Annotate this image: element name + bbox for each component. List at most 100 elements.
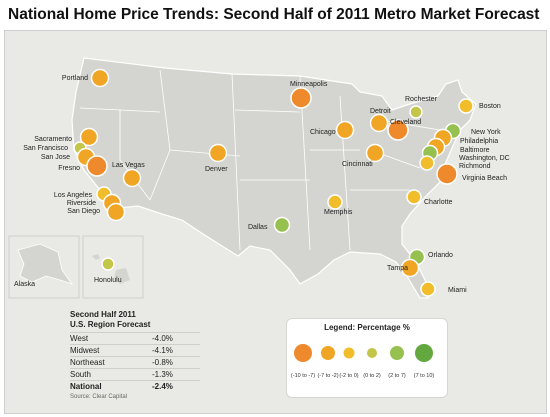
- city-marker: [365, 143, 385, 163]
- city-label: Memphis: [324, 209, 353, 216]
- city-boston: Boston: [458, 98, 501, 114]
- city-marker: [208, 143, 228, 163]
- page-title: National Home Price Trends: Second Half …: [8, 6, 540, 23]
- city-markers: Portland Sacramento San Francisco San Jose F…: [23, 68, 510, 297]
- region-name: Midwest: [70, 346, 100, 355]
- city-label: Riverside: [67, 200, 96, 207]
- city-las-vegas: Las Vegas: [112, 162, 145, 188]
- city-label: Cleveland: [390, 119, 421, 126]
- legend-box: Legend: Percentage % (-10 to -7) (-7 to -…: [286, 318, 448, 398]
- city-label: Charlotte: [424, 199, 453, 206]
- city-label: San Diego: [67, 208, 100, 215]
- region-row-national: National -2.4%: [70, 380, 200, 392]
- region-row-midwest: Midwest -4.1%: [70, 344, 200, 356]
- city-marker: [387, 119, 409, 141]
- region-row-south: South -1.3%: [70, 368, 200, 380]
- city-marker: [106, 202, 126, 222]
- city-marker: [273, 216, 291, 234]
- city-detroit: Detroit: [369, 108, 391, 133]
- legend-swatch: [343, 347, 355, 359]
- city-label: Chicago: [310, 129, 336, 136]
- city-los-angeles: Los Angeles: [54, 186, 112, 202]
- city-marker: [86, 155, 108, 177]
- city-marker: [406, 189, 422, 205]
- city-tampa: Tampa: [387, 258, 420, 278]
- legend-swatch: [415, 344, 433, 362]
- legend-title: Legend: Percentage %: [324, 323, 410, 332]
- city-label: New York: [471, 129, 501, 136]
- city-rochester: Rochester: [405, 96, 438, 119]
- city-fresno: Fresno: [58, 155, 108, 177]
- legend-swatch: [294, 344, 312, 362]
- city-label: San Francisco: [23, 145, 68, 152]
- city-label: Detroit: [370, 108, 391, 115]
- city-marker: [290, 87, 312, 109]
- city-marker: [122, 168, 142, 188]
- city-sacramento: Sacramento: [34, 127, 99, 147]
- alaska-inset: Alaska: [8, 235, 80, 299]
- city-marker: [436, 163, 458, 185]
- city-label: Virginia Beach: [462, 175, 507, 182]
- legend-range-label: (-7 to -2): [317, 373, 338, 379]
- region-name: South: [70, 370, 91, 379]
- city-marker: [369, 113, 389, 133]
- city-label: Los Angeles: [54, 192, 93, 199]
- city-minneapolis: Minneapolis: [290, 81, 328, 109]
- city-label: Fresno: [58, 165, 80, 172]
- city-memphis: Memphis: [324, 194, 353, 216]
- legend-swatch: [390, 346, 404, 360]
- region-forecast-table: Second Half 2011 U.S. Region Forecast We…: [70, 310, 230, 400]
- city-portland: Portland: [62, 68, 110, 88]
- region-row-northeast: Northeast -0.8%: [70, 356, 200, 368]
- city-label: Washington, DC: [459, 155, 510, 162]
- city-dallas: Dallas: [248, 216, 291, 234]
- city-marker: [400, 258, 420, 278]
- region-forecast-heading: Second Half 2011: [70, 310, 136, 319]
- region-value: -4.1%: [152, 346, 173, 355]
- city-label: Honolulu: [94, 277, 122, 284]
- legend-swatches: (-10 to -7) (-7 to -2) (-2 to 0) (0 to 2) (2…: [291, 344, 434, 379]
- city-chicago: Chicago: [310, 120, 355, 140]
- city-denver: Denver: [205, 143, 228, 173]
- legend-range-label: (2 to 7): [388, 373, 406, 379]
- city-virginia-beach: Virginia Beach: [436, 163, 507, 185]
- city-marker: [409, 105, 423, 119]
- city-label: Philadelphia: [460, 138, 498, 145]
- city-richmond: Richmond: [419, 155, 491, 171]
- city-marker: [101, 257, 115, 271]
- source-note: Source: Clear Capital: [70, 394, 128, 400]
- alaska-label: Alaska: [14, 281, 35, 288]
- city-honolulu: Honolulu: [94, 257, 122, 284]
- city-label: Las Vegas: [112, 162, 145, 169]
- region-value: -0.8%: [152, 358, 173, 367]
- legend-range-label: (-2 to 0): [339, 373, 358, 379]
- legend-swatch: [367, 348, 377, 358]
- city-label: Boston: [479, 103, 501, 110]
- city-marker: [420, 281, 436, 297]
- legend-range-label: (-10 to -7): [291, 373, 315, 379]
- city-cleveland: Cleveland: [387, 119, 421, 141]
- city-label: Tampa: [387, 265, 408, 272]
- city-label: Baltimore: [460, 147, 490, 154]
- city-label: Dallas: [248, 224, 268, 231]
- city-label: San Jose: [41, 154, 70, 161]
- city-label: Orlando: [428, 252, 453, 259]
- city-marker: [419, 155, 435, 171]
- city-cincinnati: Cincinnati: [342, 143, 385, 168]
- city-label: Rochester: [405, 96, 438, 103]
- city-marker: [335, 120, 355, 140]
- region-name: West: [70, 334, 89, 343]
- region-value: -4.0%: [152, 334, 173, 343]
- city-label: Portland: [62, 75, 88, 82]
- region-value: -1.3%: [152, 370, 173, 379]
- region-name: National: [70, 382, 102, 391]
- city-san-francisco: San Francisco: [23, 141, 87, 155]
- city-san-diego: San Diego: [67, 202, 126, 222]
- city-label: Denver: [205, 166, 228, 173]
- city-label: Minneapolis: [290, 81, 328, 88]
- city-label: Sacramento: [34, 136, 72, 143]
- city-marker: [79, 127, 99, 147]
- city-miami: Miami: [420, 281, 467, 297]
- region-name: Northeast: [70, 358, 105, 367]
